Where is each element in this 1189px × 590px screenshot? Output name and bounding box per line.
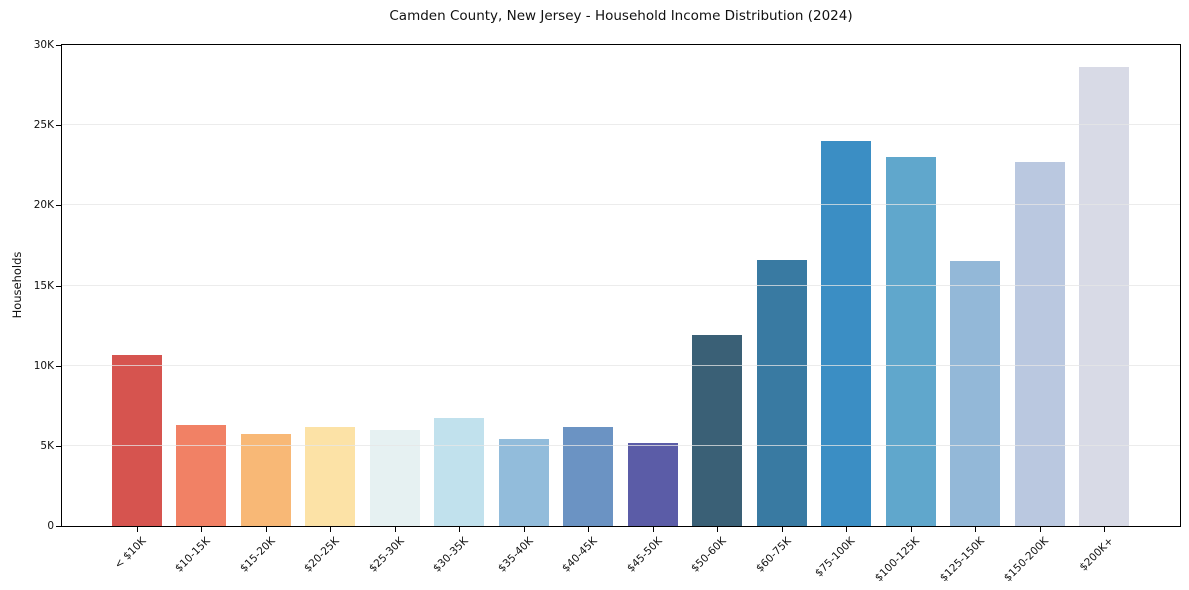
bar xyxy=(692,335,743,526)
bar xyxy=(498,439,549,526)
bar xyxy=(176,425,227,526)
x-axis: < $10K $10-15K $15-20K $20-25K $25-30K $30-35… xyxy=(62,527,1180,590)
x-tick-mark xyxy=(588,527,590,532)
bar xyxy=(821,141,872,526)
x-tick-label: < $10K xyxy=(112,535,149,572)
plot-area xyxy=(61,44,1181,527)
bar xyxy=(369,429,420,526)
bar xyxy=(112,355,162,526)
x-tick-label: $30-35K xyxy=(431,535,471,575)
x-tick-mark xyxy=(1104,527,1106,532)
x-tick-mark xyxy=(459,527,461,532)
x-tick-mark xyxy=(201,527,203,532)
y-tick-label: 5K xyxy=(40,439,54,452)
x-tick-mark xyxy=(1039,527,1041,532)
x-tick-mark xyxy=(137,527,138,532)
bar xyxy=(1014,162,1065,526)
gridline xyxy=(62,364,1180,366)
x-tick-label: $75-100K xyxy=(813,535,858,580)
bar xyxy=(885,157,936,526)
x-tick-mark xyxy=(717,527,719,532)
x-tick-mark xyxy=(975,527,977,532)
bar xyxy=(240,433,291,526)
bar xyxy=(627,442,678,526)
x-tick-label: $40-45K xyxy=(560,535,600,575)
bar xyxy=(434,417,485,526)
x-tick-label: $125-150K xyxy=(937,535,987,585)
x-tick-mark xyxy=(265,527,267,532)
y-tick-label: 25K xyxy=(33,119,54,132)
x-tick-label: $15-20K xyxy=(237,535,278,575)
x-tick-label: $10-15K xyxy=(173,535,213,575)
x-tick-label: $20-25K xyxy=(302,535,342,575)
x-tick-label: $45-50K xyxy=(624,535,665,575)
y-tick-label: 20K xyxy=(33,199,54,212)
gridline xyxy=(62,204,1180,206)
x-tick-mark xyxy=(846,527,848,532)
x-tick-label: $50-60K xyxy=(689,535,729,575)
x-tick-label: $100-125K xyxy=(873,535,923,585)
chart-title: Camden County, New Jersey - Household In… xyxy=(389,8,853,24)
bar xyxy=(305,426,356,526)
y-tick-mark xyxy=(56,365,62,367)
x-tick-mark xyxy=(394,527,396,532)
y-tick-mark xyxy=(56,45,62,46)
bar xyxy=(1079,67,1130,526)
x-tick-mark xyxy=(330,527,332,532)
y-tick-label: 0 xyxy=(47,520,54,532)
x-tick-label: $150-200K xyxy=(1001,535,1052,585)
gridline xyxy=(62,444,1180,446)
x-tick-label: $60-75K xyxy=(753,535,794,575)
y-tick-mark xyxy=(56,285,62,287)
y-tick-label: 30K xyxy=(33,39,54,51)
x-tick-label: $35-40K xyxy=(495,535,536,575)
x-tick-mark xyxy=(652,527,654,532)
y-tick-label: 15K xyxy=(33,279,54,292)
y-tick-mark xyxy=(56,445,62,447)
y-tick-label: 10K xyxy=(33,359,54,372)
bar xyxy=(563,427,614,526)
y-tick-mark xyxy=(56,205,62,207)
bar xyxy=(756,259,807,526)
x-tick-mark xyxy=(781,527,783,532)
bar xyxy=(950,261,1001,526)
x-tick-mark xyxy=(910,527,912,532)
gridline xyxy=(62,284,1180,286)
x-tick-label: $25-30K xyxy=(366,535,407,575)
gridline xyxy=(62,124,1180,126)
y-tick-mark xyxy=(56,125,62,127)
x-tick-mark xyxy=(523,527,525,532)
y-tick-mark xyxy=(56,526,62,527)
x-tick-label: $200K+ xyxy=(1077,535,1116,574)
